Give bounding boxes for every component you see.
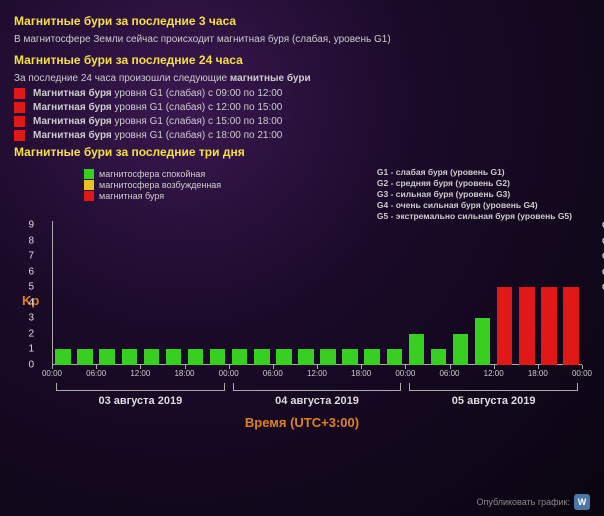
legend-text: магнитосфера возбужденная (99, 180, 221, 190)
event-text: Магнитная буря уровня G1 (слабая) с 18:0… (33, 130, 282, 141)
bar (210, 349, 225, 365)
bar (276, 349, 291, 365)
bar (298, 349, 313, 365)
y-tick-label: 1 (28, 344, 34, 355)
x-tick-label: 12:00 (307, 369, 327, 378)
y-tick-label: 6 (28, 266, 34, 277)
bar (409, 334, 424, 365)
bar (519, 287, 534, 365)
vk-icon[interactable]: W (574, 494, 590, 510)
events-list: Магнитная буря уровня G1 (слабая) с 09:0… (14, 88, 590, 141)
legend-color-icon (84, 180, 94, 190)
g-level-text: G2 - средняя буря (уровень G2) (377, 178, 572, 189)
x-tick-label: 18:00 (174, 369, 194, 378)
event-color-icon (14, 130, 25, 141)
bar (254, 349, 269, 365)
y-tick-label: 5 (28, 282, 34, 293)
title-3d: Магнитные бури за последние три дня (14, 145, 590, 159)
x-tick-label: 12:00 (484, 369, 504, 378)
x-tick-label: 06:00 (263, 369, 283, 378)
bar (453, 334, 468, 365)
y-tick-label: 0 (28, 360, 34, 371)
day-brackets: 03 августа 2019 04 августа 2019 05 августа… (52, 383, 582, 413)
bar (431, 349, 446, 365)
day-bracket (56, 383, 225, 391)
bar (144, 349, 159, 365)
bar (475, 318, 490, 365)
event-color-icon (14, 116, 25, 127)
y-tick-label: 7 (28, 251, 34, 262)
bar (232, 349, 247, 365)
bar (55, 349, 70, 365)
legend-item: магнитная буря (84, 191, 221, 201)
title-3h: Магнитные бури за последние 3 часа (14, 14, 590, 28)
event-row: Магнитная буря уровня G1 (слабая) с 12:0… (14, 102, 590, 113)
g-level-text: G1 - слабая буря (уровень G1) (377, 167, 572, 178)
g-level-text: G3 - сильная буря (уровень G3) (377, 189, 572, 200)
publish-text: Опубликовать график: (476, 497, 570, 507)
bar (563, 287, 578, 365)
x-tick-label: 00:00 (572, 369, 592, 378)
legend-item: магнитосфера спокойная (84, 169, 221, 179)
legend-text: магнитная буря (99, 191, 164, 201)
y-tick-label: 8 (28, 235, 34, 246)
day-bracket (233, 383, 402, 391)
bar (122, 349, 137, 365)
event-row: Магнитная буря уровня G1 (слабая) с 15:0… (14, 116, 590, 127)
text-3h: В магнитосфере Земли сейчас происходит м… (14, 34, 590, 45)
day-label: 04 августа 2019 (275, 395, 359, 407)
event-row: Магнитная буря уровня G1 (слабая) с 18:0… (14, 130, 590, 141)
g-level-text: G5 - экстремально сильная буря (уровень … (377, 211, 572, 222)
bars-container (52, 225, 582, 365)
legend-color-icon (84, 169, 94, 179)
chart-area: магнитосфера спокойнаямагнитосфера возбу… (14, 167, 590, 427)
bar (342, 349, 357, 365)
day-label: 05 августа 2019 (452, 395, 536, 407)
bar (188, 349, 203, 365)
day-label: 03 августа 2019 (98, 395, 182, 407)
y-tick-label: 4 (28, 297, 34, 308)
legend-item: магнитосфера возбужденная (84, 180, 221, 190)
x-tick-label: 12:00 (130, 369, 150, 378)
bar (364, 349, 379, 365)
x-tick-label: 06:00 (439, 369, 459, 378)
legend-text: магнитосфера спокойная (99, 169, 205, 179)
publish-row: Опубликовать график: W (476, 494, 590, 510)
x-tick-label: 00:00 (42, 369, 62, 378)
event-text: Магнитная буря уровня G1 (слабая) с 12:0… (33, 102, 282, 113)
x-tick-label: 18:00 (528, 369, 548, 378)
title-24h: Магнитные бури за последние 24 часа (14, 53, 590, 67)
event-color-icon (14, 102, 25, 113)
bar (320, 349, 335, 365)
y-tick-label: 2 (28, 328, 34, 339)
g-level-text: G4 - очень сильная буря (уровень G4) (377, 200, 572, 211)
x-axis-label: Время (UTC+3:00) (14, 415, 590, 430)
y-tick-label: 3 (28, 313, 34, 324)
y-tick-label: 9 (28, 220, 34, 231)
event-text: Магнитная буря уровня G1 (слабая) с 09:0… (33, 88, 282, 99)
x-tick-label: 06:00 (86, 369, 106, 378)
bar (166, 349, 181, 365)
intro-24h: За последние 24 часа произошли следующие… (14, 73, 590, 84)
bar (541, 287, 556, 365)
x-tick-label: 00:00 (219, 369, 239, 378)
legend-right: G1 - слабая буря (уровень G1)G2 - средня… (377, 167, 572, 222)
bar (77, 349, 92, 365)
bar (99, 349, 114, 365)
legend-left: магнитосфера спокойнаямагнитосфера возбу… (84, 169, 221, 202)
bar (497, 287, 512, 365)
day-bracket (409, 383, 578, 391)
event-row: Магнитная буря уровня G1 (слабая) с 09:0… (14, 88, 590, 99)
legend-color-icon (84, 191, 94, 201)
plot-area: 0123456789 G1G2G3G4G5 (52, 225, 582, 365)
x-tick-label: 18:00 (351, 369, 371, 378)
event-text: Магнитная буря уровня G1 (слабая) с 15:0… (33, 116, 282, 127)
x-tick-label: 00:00 (395, 369, 415, 378)
bar (387, 349, 402, 365)
event-color-icon (14, 88, 25, 99)
